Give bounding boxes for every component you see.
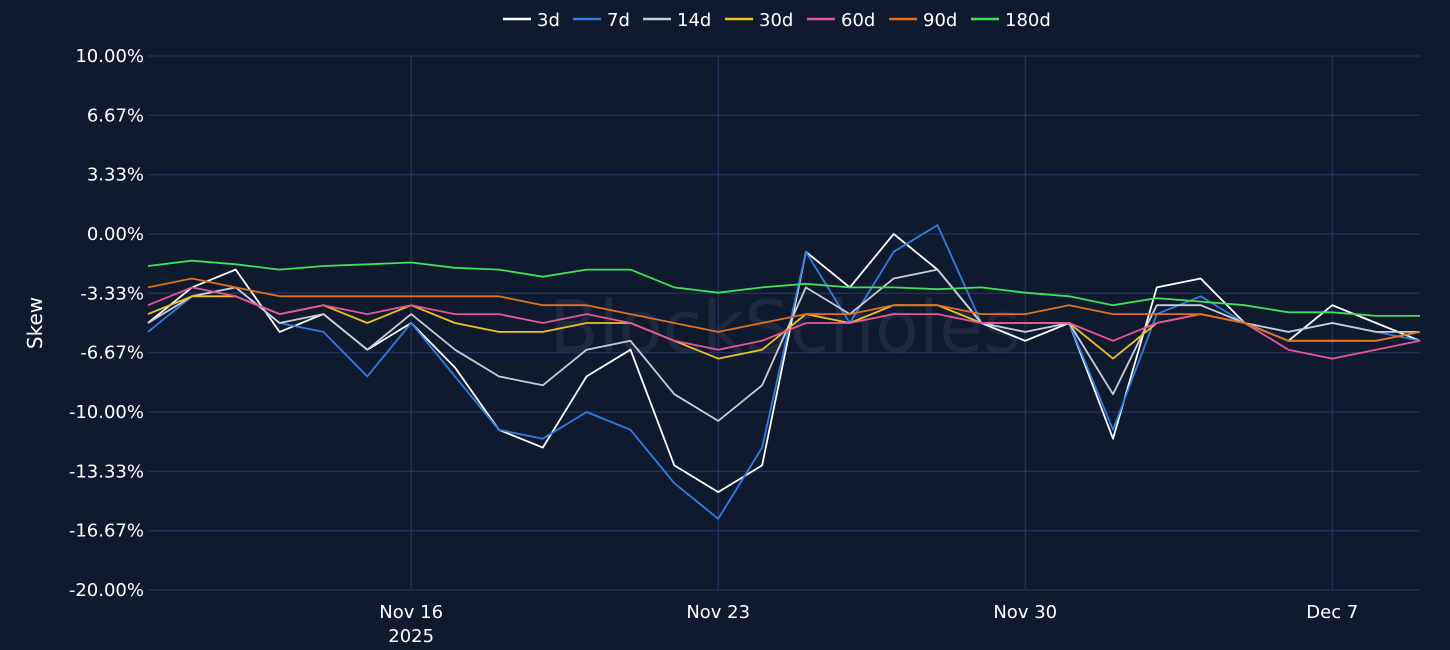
- y-tick-label: -6.67%: [80, 343, 144, 364]
- series-lines: [147, 224, 1421, 520]
- y-tick-label: 0.00%: [87, 224, 144, 245]
- legend-label-180d: 180d: [1005, 10, 1051, 31]
- legend-label-60d: 60d: [841, 10, 875, 31]
- legend-label-14d: 14d: [677, 10, 711, 31]
- x-axis: Nov 16 2025 Nov 23 Nov 30 Dec 7: [379, 602, 1358, 647]
- legend-label-3d: 3d: [537, 10, 560, 31]
- x-tick-label: Dec 7: [1306, 602, 1358, 623]
- series-line-3d: [147, 233, 1421, 494]
- y-tick-label: 10.00%: [75, 46, 144, 67]
- y-axis: 10.00% 6.67% 3.33% 0.00% -3.33% -6.67% -10.00%…: [69, 46, 144, 601]
- y-tick-label: -16.67%: [69, 521, 144, 542]
- y-tick-label: -3.33%: [80, 283, 144, 304]
- series-line-90d: [147, 277, 1421, 342]
- grid: [148, 55, 1420, 591]
- y-axis-title: Skew: [23, 297, 47, 349]
- series-line-7d: [147, 224, 1421, 520]
- y-tick-label: 6.67%: [87, 105, 144, 126]
- x-tick-label: Nov 16: [379, 602, 443, 623]
- y-tick-label: -13.33%: [69, 461, 144, 482]
- y-tick-label: -20.00%: [69, 580, 144, 601]
- y-tick-label: -10.00%: [69, 402, 144, 423]
- legend-label-7d: 7d: [607, 10, 630, 31]
- x-tick-sublabel: 2025: [388, 626, 434, 647]
- legend-label-90d: 90d: [923, 10, 957, 31]
- legend: 3d 7d 14d 30d 60d 90d 180d: [503, 10, 1051, 31]
- series-line-14d: [147, 268, 1420, 422]
- y-tick-label: 3.33%: [87, 165, 144, 186]
- series-line-180d: [147, 259, 1420, 317]
- x-tick-label: Nov 23: [686, 602, 750, 623]
- x-tick-label: Nov 30: [993, 602, 1057, 623]
- legend-label-30d: 30d: [759, 10, 793, 31]
